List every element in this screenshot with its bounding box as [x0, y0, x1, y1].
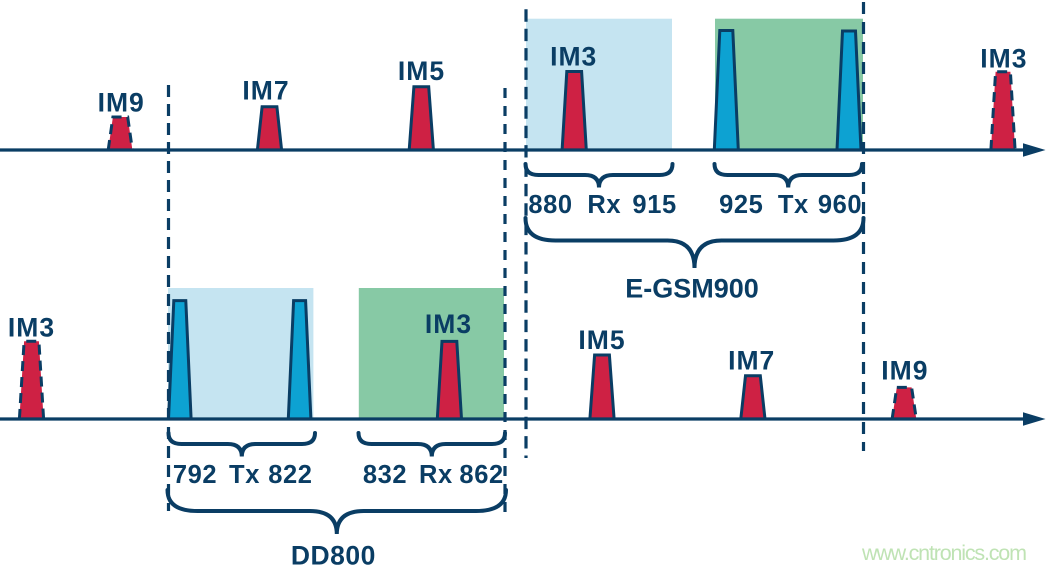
svg-text:DD800: DD800 [291, 541, 376, 567]
svg-text:IM3: IM3 [550, 41, 597, 71]
svg-text:IM7: IM7 [242, 75, 289, 105]
svg-text:Rx: Rx [587, 191, 621, 219]
svg-text:IM3: IM3 [425, 309, 472, 339]
svg-text:IM3: IM3 [8, 313, 55, 343]
svg-text:Tx: Tx [778, 191, 809, 219]
svg-text:IM9: IM9 [98, 88, 145, 118]
svg-text:Rx: Rx [419, 461, 453, 489]
svg-text:IM5: IM5 [578, 325, 625, 355]
svg-text:IM3: IM3 [980, 43, 1027, 73]
svg-text:880: 880 [528, 191, 572, 219]
svg-text:832: 832 [363, 461, 407, 489]
svg-text:792: 792 [173, 461, 217, 489]
svg-text:IM9: IM9 [881, 356, 928, 386]
svg-text:960: 960 [818, 191, 862, 219]
svg-text:Tx: Tx [229, 461, 260, 489]
svg-text:915: 915 [632, 191, 676, 219]
svg-text:IM5: IM5 [398, 56, 445, 86]
svg-text:E-GSM900: E-GSM900 [625, 274, 759, 304]
svg-text:862: 862 [459, 461, 503, 489]
svg-text:www.cntronics.com: www.cntronics.com [861, 541, 1027, 565]
svg-text:IM7: IM7 [728, 345, 775, 375]
svg-text:925: 925 [719, 191, 763, 219]
svg-text:822: 822 [268, 461, 312, 489]
